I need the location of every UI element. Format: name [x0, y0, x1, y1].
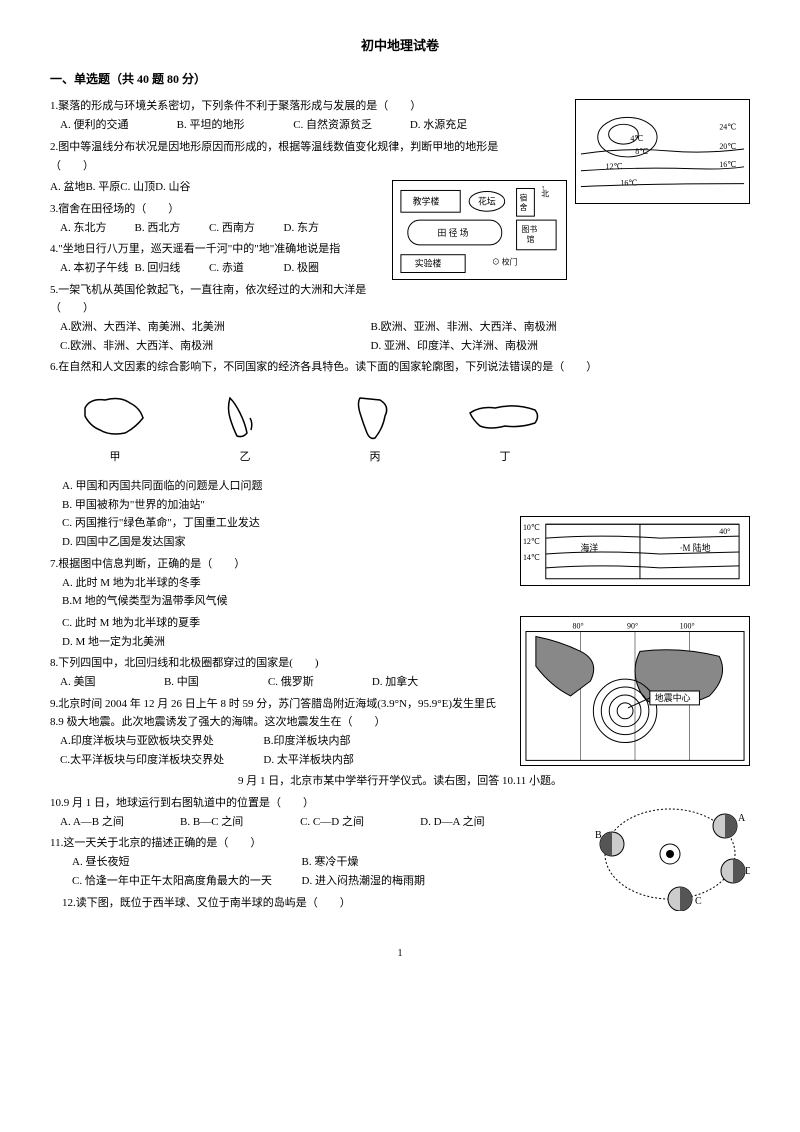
- question-9: 9.北京时间 2004 年 12 月 26 日上午 8 时 59 分，苏门答腊岛…: [50, 695, 750, 770]
- q1-opt-a: A. 便利的交通: [60, 116, 177, 135]
- question-1: 1.聚落的形成与环境关系密切，下列条件不利于聚落形成与发展的是（ ） A. 便利…: [50, 97, 750, 134]
- svg-text:12℃: 12℃: [523, 538, 540, 547]
- q1-opt-b: B. 平坦的地形: [177, 116, 294, 135]
- country-bing: 丙: [370, 448, 381, 467]
- question-8: 8.下列四国中，北回归线和北极圈都穿过的国家是( ) A. 美国 B. 中国 C…: [50, 654, 750, 691]
- q1-opt-d: D. 水源充足: [410, 116, 527, 135]
- question-6: 6.在自然和人文因素的综合影响下，不同国家的经济各具特色。读下面的国家轮廓图，下…: [50, 358, 750, 377]
- q4-opt-d: D. 极圈: [284, 259, 359, 278]
- q3-text: 3.宿舍在田径场的（ ）: [50, 200, 750, 219]
- q11-opt-b: B. 寒冷干燥: [302, 853, 532, 872]
- q1-opt-c: C. 自然资源贫乏: [293, 116, 410, 135]
- q8-opt-b: B. 中国: [164, 673, 268, 692]
- q3-opt-d: D. 东方: [284, 219, 359, 238]
- q3-opt-c: C. 西南方: [209, 219, 284, 238]
- q10-text: 10.9 月 1 日，地球运行到右图轨道中的位置是（ ）: [50, 794, 750, 813]
- q4-opt-c: C. 赤道: [209, 259, 284, 278]
- q6-opt-b: B. 甲国被称为"世界的加油站": [62, 496, 750, 515]
- q8-opt-a: A. 美国: [60, 673, 164, 692]
- q7-opt-b: B.M 地的气候类型为温带季风气候: [62, 592, 750, 611]
- svg-text:100°: 100°: [680, 621, 695, 630]
- q5-text: 5.一架飞机从英国伦敦起飞，一直往南，依次经过的大洲和大洋是（ ）: [50, 281, 750, 318]
- q11-opt-d: D. 进入闷热潮湿的梅雨期: [302, 872, 532, 891]
- q11-opt-a: A. 昼长夜短: [72, 853, 302, 872]
- q5-opt-b: B.欧洲、亚洲、非洲、大西洋、南极洲: [371, 318, 682, 337]
- q9-opt-b: B.印度洋板块内部: [263, 732, 466, 751]
- country-outlines: 甲 乙 丙 丁: [70, 387, 730, 467]
- intro-10-11: 9 月 1 日，北京市某中学举行开学仪式。读右图，回答 10.11 小题。: [50, 772, 750, 791]
- question-2: 2.图中等温线分布状况是因地形原因而形成的，根据等温线数值变化规律，判断甲地的地…: [50, 138, 750, 175]
- q9-opt-c: C.太平洋板块与印度洋板块交界处: [60, 751, 263, 770]
- q8-text: 8.下列四国中，北回归线和北极圈都穿过的国家是( ): [50, 654, 750, 673]
- q9-text: 9.北京时间 2004 年 12 月 26 日上午 8 时 59 分，苏门答腊岛…: [50, 695, 750, 714]
- q10-opt-b: B. B—C 之间: [180, 813, 300, 832]
- q4-opt-b: B. 回归线: [135, 259, 210, 278]
- svg-text:·M 陆地: ·M 陆地: [680, 542, 711, 553]
- q12-text: 12.读下图，既位于西半球、又位于南半球的岛屿是（ ）: [62, 894, 750, 913]
- q11-text: 11.这一天关于北京的描述正确的是（ ）: [50, 834, 750, 853]
- q10-opt-a: A. A—B 之间: [60, 813, 180, 832]
- svg-text:10℃: 10℃: [523, 524, 540, 533]
- q7-opt-a: A. 此时 M 地为北半球的冬季: [62, 574, 750, 593]
- svg-text:↑: ↑: [541, 184, 545, 193]
- question-7: 7.根据图中信息判断，正确的是（ ） A. 此时 M 地为北半球的冬季 B.M …: [50, 555, 750, 611]
- q6-text: 6.在自然和人文因素的综合影响下，不同国家的经济各具特色。读下面的国家轮廓图，下…: [50, 358, 750, 377]
- q9-text2: 8.9 极大地震。此次地震诱发了强大的海啸。这次地震发生在（ ）: [50, 713, 750, 732]
- q4-text: 4."坐地日行八万里，巡天遥看一千河"中的"地"准确地说是指: [50, 240, 750, 259]
- q9-opt-a: A.印度洋板块与亚欧板块交界处: [60, 732, 263, 751]
- q8-opt-d: D. 加拿大: [372, 673, 476, 692]
- question-5: 5.一架飞机从英国伦敦起飞，一直往南，依次经过的大洲和大洋是（ ） A.欧洲、大…: [50, 281, 750, 356]
- q9-opt-d: D. 太平洋板块内部: [263, 751, 466, 770]
- page-title: 初中地理试卷: [50, 35, 750, 57]
- svg-text:海洋: 海洋: [580, 542, 598, 553]
- q2-text2: （ ）: [50, 157, 750, 176]
- q6-opt-a: A. 甲国和丙国共同面临的问题是人口问题: [62, 477, 750, 496]
- question-3: 3.宿舍在田径场的（ ） A. 东北方 B. 西北方 C. 西南方 D. 东方: [50, 200, 750, 237]
- svg-text:80°: 80°: [573, 621, 584, 630]
- q10-opt-d: D. D—A 之间: [420, 813, 540, 832]
- q11-opt-c: C. 恰逢一年中正午太阳高度角最大的一天: [72, 872, 302, 891]
- q7-text: 7.根据图中信息判断，正确的是（ ）: [50, 555, 750, 574]
- svg-text:40°: 40°: [719, 528, 730, 537]
- q3-opt-b: B. 西北方: [135, 219, 210, 238]
- q4-opt-a: A. 本初子午线: [60, 259, 135, 278]
- svg-text:16℃: 16℃: [620, 179, 637, 188]
- svg-text:90°: 90°: [627, 621, 638, 630]
- q2-text: 2.图中等温线分布状况是因地形原因而形成的，根据等温线数值变化规律，判断甲地的地…: [50, 138, 750, 157]
- question-11: 11.这一天关于北京的描述正确的是（ ） A. 昼长夜短 B. 寒冷干燥 C. …: [50, 834, 750, 890]
- country-jia: 甲: [110, 448, 121, 467]
- country-yi: 乙: [240, 448, 251, 467]
- q3-opt-a: A. 东北方: [60, 219, 135, 238]
- page-number: 1: [50, 945, 750, 962]
- q5-opt-a: A.欧洲、大西洋、南美洲、北美洲: [60, 318, 371, 337]
- q1-text: 1.聚落的形成与环境关系密切，下列条件不利于聚落形成与发展的是（ ）: [50, 97, 750, 116]
- q5-opt-d: D. 亚洲、印度洋、大洋洲、南极洲: [371, 337, 682, 356]
- country-ding: 丁: [500, 448, 511, 467]
- section-header: 一、单选题（共 40 题 80 分）: [50, 69, 750, 89]
- question-10: 10.9 月 1 日，地球运行到右图轨道中的位置是（ ） A. A—B 之间 B…: [50, 794, 750, 831]
- q5-opt-c: C.欧洲、非洲、大西洋、南极洲: [60, 337, 371, 356]
- question-4: 4."坐地日行八万里，巡天遥看一千河"中的"地"准确地说是指 A. 本初子午线 …: [50, 240, 750, 277]
- question-12: 12.读下图，既位于西半球、又位于南半球的岛屿是（ ）: [50, 894, 750, 913]
- q10-opt-c: C. C—D 之间: [300, 813, 420, 832]
- q8-opt-c: C. 俄罗斯: [268, 673, 372, 692]
